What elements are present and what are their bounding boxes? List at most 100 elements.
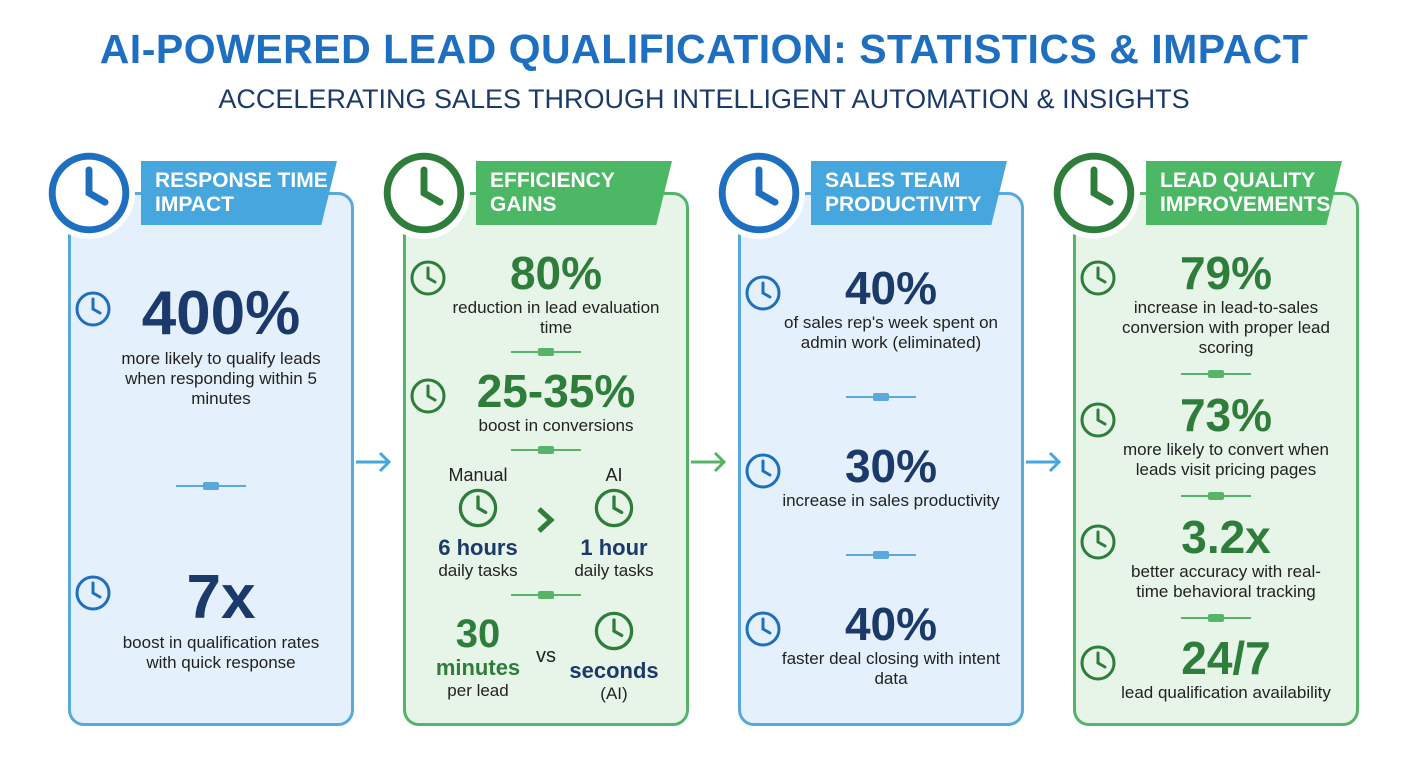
panel-title: RESPONSE TIME IMPACT xyxy=(141,161,337,225)
arrow xyxy=(691,451,727,473)
icon xyxy=(713,147,805,244)
icon xyxy=(743,451,783,496)
panel-body: 79% increase in lead-to-sales conversion … xyxy=(1076,241,1356,711)
icon xyxy=(562,486,666,535)
panel: RESPONSE TIME IMPACT 400% more likely to q… xyxy=(43,147,354,726)
stat: 400% more likely to qualify leads when re… xyxy=(75,279,331,409)
stat: 24/7 lead qualification availability xyxy=(1080,632,1336,703)
separator xyxy=(511,446,581,455)
comparison-separator: vs xyxy=(536,645,556,668)
stat-value: 400% xyxy=(141,279,301,348)
icon-graphic xyxy=(1080,402,1116,438)
icon-graphic xyxy=(745,453,781,489)
panel-title: LEAD QUALITY IMPROVEMENTS xyxy=(1146,161,1342,225)
stat-value: 40% xyxy=(844,598,938,651)
stat-label: faster deal closing with intent data xyxy=(781,649,1001,689)
icon-graphic xyxy=(410,378,446,414)
stat-value: 40% xyxy=(844,261,938,314)
panel-body: 40% of sales rep's week spent on admin wo… xyxy=(741,241,1021,711)
comparison: Manual 6 hours daily tasks AI 1 hour daily ta… xyxy=(426,465,666,581)
separator xyxy=(1181,370,1251,379)
stat: 30% increase in sales productivity xyxy=(745,439,1001,511)
stat-label: increase in lead-to-sales conversion wit… xyxy=(1122,298,1330,358)
separator xyxy=(511,347,581,356)
comparison: 30 minutes per lead vs seconds (AI) xyxy=(426,609,666,704)
icon xyxy=(1078,400,1118,445)
icon xyxy=(43,147,135,244)
separator xyxy=(1181,613,1251,622)
stat-value: 3.2x xyxy=(1181,510,1271,563)
icon-graphic xyxy=(75,291,111,327)
icon-graphic xyxy=(594,488,634,528)
comparison-label: daily tasks xyxy=(574,560,654,580)
separator xyxy=(176,482,246,490)
icon-graphic xyxy=(1053,152,1135,234)
icon-graphic xyxy=(75,575,111,611)
stat-label: more likely to qualify leads when respon… xyxy=(121,349,321,408)
comparison-heading: AI xyxy=(605,464,623,485)
comparison-label: daily tasks xyxy=(438,560,518,580)
stat: 80% reduction in lead evaluation time xyxy=(410,246,666,338)
stat-label: of sales rep's week spent on admin work … xyxy=(784,312,998,352)
page-subtitle: ACCELERATING SALES THROUGH INTELLIGENT A… xyxy=(218,84,1190,114)
icon xyxy=(1078,522,1118,567)
separator xyxy=(1181,491,1251,500)
icon-graphic xyxy=(594,612,634,651)
stat-label: boost in qualification rates with quick … xyxy=(122,633,320,672)
icon-graphic xyxy=(745,611,781,647)
icon xyxy=(73,289,113,334)
comparison-column: seconds (AI) xyxy=(562,609,666,704)
icon xyxy=(378,147,470,244)
panel: EFFICIENCY GAINS 80% reduction in lead eva… xyxy=(378,147,689,726)
panel: LEAD QUALITY IMPROVEMENTS 79% increase in … xyxy=(1048,147,1359,726)
stat: 7x boost in qualification rates with quic… xyxy=(75,563,331,673)
icon xyxy=(1078,258,1118,303)
comparison-label: per lead xyxy=(447,680,509,700)
arrow xyxy=(356,451,392,473)
icon xyxy=(743,273,783,318)
chevron xyxy=(535,505,557,540)
comparison-value: 1 hour xyxy=(580,534,648,560)
stat-value: 25-35% xyxy=(476,365,636,418)
stat: 73% more likely to convert when leads vis… xyxy=(1080,390,1336,480)
icon-graphic xyxy=(48,152,130,234)
separator xyxy=(511,591,581,600)
stat: 40% faster deal closing with intent data xyxy=(745,598,1001,689)
icon-graphic xyxy=(745,275,781,311)
comparison-label: (AI) xyxy=(600,684,628,704)
panel-badge xyxy=(1048,147,1140,239)
stat-value: 30% xyxy=(844,439,938,492)
stat-label: reduction in lead evaluation time xyxy=(452,297,660,337)
icon-graphic xyxy=(1080,524,1116,560)
panel-body: 80% reduction in lead evaluation time 25-3… xyxy=(406,241,686,711)
panel: SALES TEAM PRODUCTIVITY 40% of sales rep's… xyxy=(713,147,1024,726)
icon xyxy=(408,258,448,303)
stat: 40% of sales rep's week spent on admin wo… xyxy=(745,261,1001,353)
icon xyxy=(73,573,113,618)
icon-graphic xyxy=(458,488,498,528)
separator xyxy=(846,392,916,401)
icon xyxy=(1078,643,1118,688)
stat-label: boost in conversions xyxy=(478,416,634,436)
stat-value: 7x xyxy=(186,563,256,632)
comparison-column: AI 1 hour daily tasks xyxy=(562,465,666,581)
stat-label: more likely to convert when leads visit … xyxy=(1123,440,1329,480)
stat-value: 80% xyxy=(509,246,603,299)
panel-body: 400% more likely to qualify leads when re… xyxy=(71,241,351,711)
separator xyxy=(846,551,916,560)
comparison-value: 30 xyxy=(455,611,501,656)
panel-badge xyxy=(713,147,805,239)
panel-title: SALES TEAM PRODUCTIVITY xyxy=(811,161,1007,225)
comparison-column: 30 minutes per lead xyxy=(426,613,530,701)
icon-graphic xyxy=(1080,260,1116,296)
stat-value: 79% xyxy=(1179,247,1273,300)
icon-graphic xyxy=(410,260,446,296)
comparison-heading: Manual xyxy=(448,464,508,485)
comparison-value: seconds xyxy=(569,658,659,684)
stat-value: 24/7 xyxy=(1181,632,1271,685)
stat-label: lead qualification availability xyxy=(1121,683,1331,703)
stat-label: better accuracy with real-time behaviora… xyxy=(1131,561,1321,601)
panel-title: EFFICIENCY GAINS xyxy=(476,161,672,225)
comparison-column: Manual 6 hours daily tasks xyxy=(426,465,530,581)
